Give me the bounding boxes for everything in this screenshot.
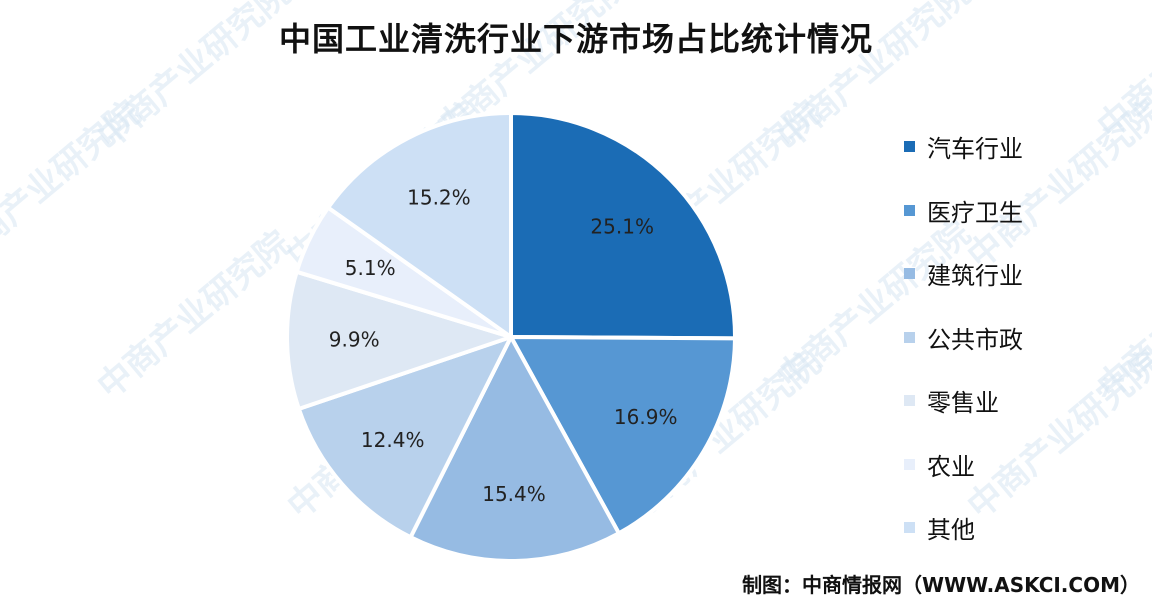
slice-value-label-3: 12.4% [361, 428, 425, 452]
pie-slice-1 [509, 335, 737, 536]
legend-swatch [904, 204, 915, 216]
slice-value-label-6: 15.2% [407, 186, 471, 210]
legend-label: 其他 [927, 516, 975, 545]
slice-value-label-0: 25.1% [590, 215, 654, 239]
legend-item-3: 公共市政 [904, 306, 1023, 370]
legend-label: 建筑行业 [927, 262, 1023, 291]
pie-slice-0 [509, 111, 738, 341]
legend-label: 汽车行业 [927, 135, 1023, 164]
slice-value-label-4: 9.9% [329, 328, 380, 352]
legend-item-2: 建筑行业 [904, 242, 1023, 306]
legend-swatch [904, 331, 915, 343]
legend-item-5: 农业 [904, 433, 1023, 497]
legend-label: 公共市政 [927, 325, 1023, 354]
slice-value-label-5: 5.1% [345, 256, 396, 280]
pie-slice-3 [296, 335, 513, 540]
pie-slice-2 [408, 335, 621, 563]
chart-title: 中国工业清洗行业下游市场占比统计情况 [278, 20, 873, 58]
legend: 汽车行业医疗卫生建筑行业公共市政零售业农业其他 [904, 115, 1023, 560]
legend-swatch [904, 522, 915, 534]
pie-slice-6 [326, 111, 513, 339]
legend-swatch [904, 458, 915, 470]
pie-slice-4 [285, 269, 513, 411]
legend-label: 医疗卫生 [927, 198, 1023, 227]
source-note: 制图：中商情报网（WWW.ASKCI.COM） [742, 573, 1140, 597]
legend-item-1: 医疗卫生 [904, 179, 1023, 243]
legend-item-4: 零售业 [904, 369, 1023, 433]
legend-swatch [904, 268, 915, 280]
legend-swatch [904, 141, 915, 153]
slice-value-label-1: 16.9% [614, 405, 678, 429]
legend-label: 农业 [927, 452, 975, 481]
legend-item-6: 其他 [904, 496, 1023, 560]
slice-value-label-2: 15.4% [482, 482, 546, 506]
legend-label: 零售业 [927, 389, 999, 418]
legend-swatch [904, 395, 915, 407]
legend-item-0: 汽车行业 [904, 115, 1023, 179]
